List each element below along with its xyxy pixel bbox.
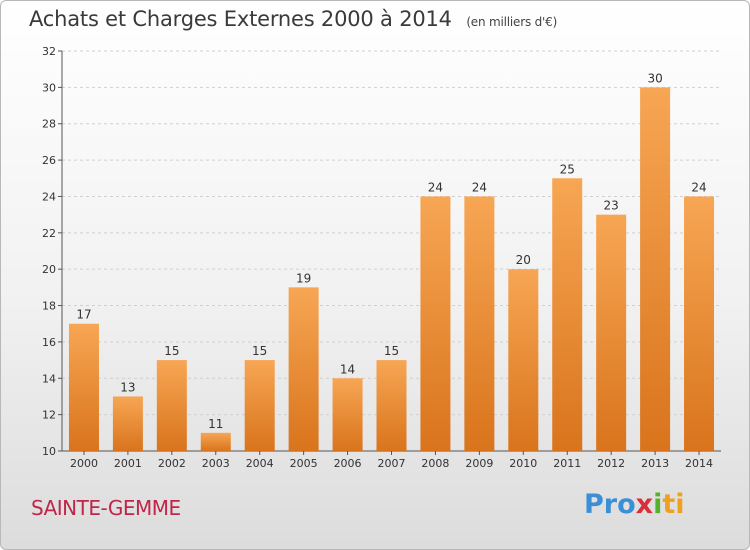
y-tick-label: 20 [42,263,56,276]
bar [552,178,583,452]
y-tick-label: 22 [42,227,56,240]
bar [464,196,495,451]
bar [332,378,363,451]
bar-value-label: 23 [604,199,619,213]
labels: 10 12 14 16 18 20 22 24 26 28 30 32 17 2000 13 2001 15 20… [42,45,713,470]
x-tick-label: 2005 [290,457,318,470]
bar-value-label: 24 [691,180,706,194]
bar-value-label: 13 [120,380,135,394]
bar-value-label: 24 [472,180,487,194]
y-tick-label: 32 [42,45,56,58]
bar [420,196,451,451]
bar [112,396,143,451]
x-tick-label: 2013 [641,457,669,470]
chart-title: Achats et Charges Externes 2000 à 2014 (… [29,7,557,31]
y-tick-label: 30 [42,81,56,94]
x-tick-label: 2007 [378,457,406,470]
logo-part-4: ti [662,489,685,520]
bar [376,360,407,451]
bar-value-label: 19 [296,271,311,285]
x-tick-label: 2001 [114,457,142,470]
bar [156,360,187,451]
bar [68,323,99,451]
x-tick-label: 2004 [246,457,274,470]
bar-value-label: 15 [164,344,179,358]
y-tick-label: 18 [42,300,56,313]
x-tick-label: 2010 [509,457,537,470]
x-tick-label: 2012 [597,457,625,470]
x-tick-label: 2006 [334,457,362,470]
bar [288,287,319,451]
bar-value-label: 11 [208,417,223,431]
bar-value-label: 25 [560,162,575,176]
x-tick-label: 2003 [202,457,230,470]
logo-part-1: Pro [584,489,636,520]
bar [684,196,715,451]
bar [596,214,627,451]
chart-unit: (en milliers d'€) [466,15,558,29]
bar [200,432,231,451]
x-tick-label: 2008 [421,457,449,470]
bar-value-label: 30 [647,71,662,85]
chart-title-text: Achats et Charges Externes 2000 à 2014 [29,7,452,31]
bar-value-label: 15 [384,344,399,358]
bar-value-label: 14 [340,362,355,376]
logo-part-3: i [653,489,663,520]
y-tick-label: 16 [42,336,56,349]
x-tick-label: 2011 [553,457,581,470]
y-tick-label: 24 [42,190,56,203]
bar [508,269,539,451]
x-tick-label: 2002 [158,457,186,470]
bar [640,87,671,451]
bar-value-label: 20 [516,253,531,267]
bar-value-label: 15 [252,344,267,358]
commune-name: SAINTE-GEMME [31,496,181,520]
bar-value-label: 17 [76,308,91,322]
x-tick-label: 2014 [685,457,713,470]
x-tick-label: 2000 [70,457,98,470]
y-tick-label: 28 [42,118,56,131]
y-tick-label: 14 [42,372,56,385]
bar [244,360,275,451]
y-tick-label: 10 [42,445,56,458]
logo-part-2: x [635,489,654,520]
bar-value-label: 24 [428,180,443,194]
y-tick-label: 12 [42,409,56,422]
bars [68,87,715,452]
x-tick-label: 2009 [465,457,493,470]
y-tick-label: 26 [42,154,56,167]
proxiti-logo: Proxiti [584,489,685,520]
